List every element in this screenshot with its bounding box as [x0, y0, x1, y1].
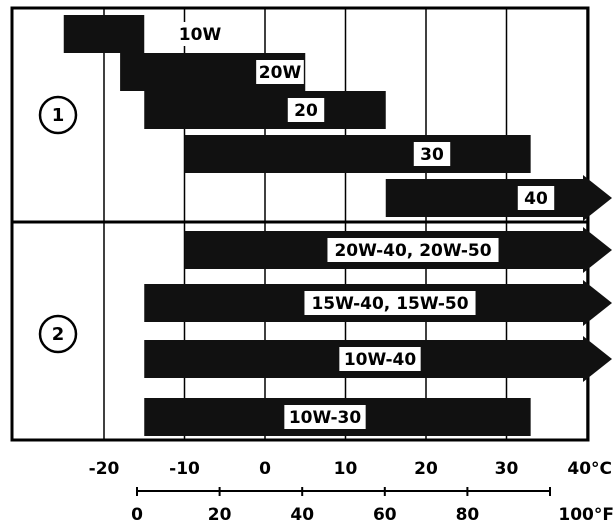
bar-arrow-head	[583, 227, 612, 273]
bar-label: 15W-40, 15W-50	[311, 294, 468, 314]
bar-label-box	[327, 238, 499, 262]
bar-label-box	[517, 186, 555, 210]
celsius-tick-label: -10	[169, 459, 200, 479]
group-marker-circle	[38, 314, 78, 354]
fahrenheit-tick-label: 80	[456, 505, 480, 525]
fahrenheit-tick-label: 60	[373, 505, 397, 525]
bar-label-box	[256, 60, 304, 84]
chart-axes: -20 -10 0 10 20 30 40°C 0 20 40 60 80 100°F	[89, 459, 614, 525]
group-marker-circle	[38, 95, 78, 135]
bar-label-box	[339, 347, 421, 371]
bar-label: 20W	[259, 63, 302, 83]
bar-arrow-head	[583, 336, 612, 382]
bar-label: 10W-30	[289, 408, 362, 428]
bar-label: 20	[294, 101, 318, 121]
bar-label-box	[284, 405, 366, 429]
group-label: 1	[52, 105, 65, 126]
bar-label: 10W-40	[344, 350, 417, 370]
bar	[144, 91, 386, 129]
bar-label-box	[287, 98, 325, 122]
celsius-tick-label: 20	[414, 459, 438, 479]
bar-label-box	[304, 291, 476, 315]
celsius-tick-label: -20	[89, 459, 120, 479]
bar	[63, 15, 145, 53]
bar-label: 10W	[179, 25, 222, 45]
fahrenheit-tick-label: 20	[208, 505, 232, 525]
bar-arrow-head	[583, 280, 612, 326]
bar-label-box	[413, 142, 451, 166]
group-label: 2	[52, 324, 65, 345]
celsius-tick-label: 0	[259, 459, 271, 479]
celsius-tick-label: 30	[495, 459, 519, 479]
bar-label: 30	[420, 145, 444, 165]
fahrenheit-tick-label: 100°F	[558, 505, 614, 525]
chart-bars: 10W 20W 20 30 40 20W-40, 20W-50 15W-40, 15W-50…	[63, 15, 612, 436]
fahrenheit-tick-label: 0	[131, 505, 143, 525]
bar-label-box	[176, 22, 224, 46]
bar-arrow-head	[583, 175, 612, 221]
bar-label: 20W-40, 20W-50	[334, 241, 491, 261]
plot-border	[10, 6, 590, 442]
bar	[385, 179, 584, 217]
bar	[184, 135, 531, 173]
celsius-tick-label: 40°C	[567, 459, 612, 479]
fahrenheit-tick-label: 40	[290, 505, 314, 525]
bar-label: 40	[524, 189, 548, 209]
celsius-tick-label: 10	[334, 459, 358, 479]
